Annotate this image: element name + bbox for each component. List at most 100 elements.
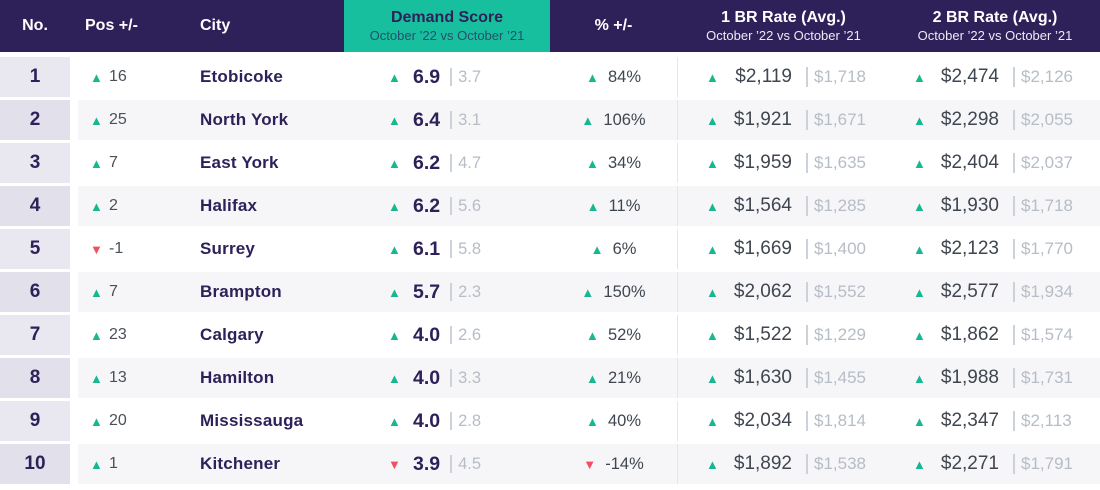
demand-score-current: 4.0 bbox=[413, 409, 441, 432]
column-header-demand-score-subtitle: October ’22 vs October ’21 bbox=[369, 28, 525, 44]
table-row: 10 ▲ 1 Kitchener ▼ 3.9 4.5 ▼ -14% ▲ $1,8… bbox=[0, 444, 1100, 484]
trend-arrow-icon: ▲ bbox=[388, 155, 401, 171]
one-br-rate-previous: $1,285 bbox=[806, 196, 866, 216]
trend-arrow-icon: ▲ bbox=[913, 69, 926, 85]
column-header-position-change-label: Pos +/- bbox=[85, 16, 138, 34]
two-br-rate-cell: ▲ $2,577 $1,934 bbox=[890, 272, 1100, 312]
demand-score-previous: 4.5 bbox=[450, 454, 481, 474]
two-br-rate-cell: ▲ $2,123 $1,770 bbox=[890, 229, 1100, 269]
two-br-rate-previous: $1,770 bbox=[1013, 239, 1073, 259]
two-br-rate-previous: $2,037 bbox=[1013, 153, 1073, 173]
column-gap bbox=[70, 57, 78, 97]
column-gap bbox=[70, 143, 78, 183]
table-row: 7 ▲ 23 Calgary ▲ 4.0 2.6 ▲ 52% ▲ $1,522 … bbox=[0, 315, 1100, 355]
one-br-rate-previous: $1,635 bbox=[806, 153, 866, 173]
demand-score-previous: 3.1 bbox=[450, 110, 481, 130]
trend-arrow-icon: ▲ bbox=[706, 284, 719, 300]
position-change-value: 13 bbox=[109, 369, 127, 386]
column-gap bbox=[70, 186, 78, 226]
column-header-2br-rate-title: 2 BR Rate (Avg.) bbox=[932, 8, 1058, 26]
trend-arrow-icon: ▲ bbox=[706, 155, 719, 171]
demand-score-previous: 3.7 bbox=[450, 67, 481, 87]
one-br-rate-previous: $1,814 bbox=[806, 411, 866, 431]
percent-change-value: -14% bbox=[605, 454, 644, 473]
table-row: 8 ▲ 13 Hamilton ▲ 4.0 3.3 ▲ 21% ▲ $1,630… bbox=[0, 358, 1100, 398]
position-change-value: 7 bbox=[109, 283, 118, 300]
column-gap bbox=[70, 444, 78, 484]
trend-arrow-icon: ▲ bbox=[90, 284, 103, 300]
two-br-rate-current: $2,404 bbox=[940, 152, 999, 173]
trend-arrow-icon: ▲ bbox=[388, 284, 401, 300]
city-cell: Halifax bbox=[190, 186, 344, 226]
two-br-rate-cell: ▲ $2,474 $2,126 bbox=[890, 57, 1100, 97]
percent-change-cell: ▼ -14% bbox=[550, 444, 677, 484]
trend-arrow-icon: ▲ bbox=[585, 327, 599, 343]
one-br-rate-current: $1,892 bbox=[733, 453, 792, 474]
demand-score-current: 3.9 bbox=[413, 452, 441, 475]
demand-score-previous: 2.3 bbox=[450, 282, 481, 302]
trend-arrow-icon: ▲ bbox=[913, 241, 926, 257]
one-br-rate-previous: $1,718 bbox=[806, 67, 866, 87]
demand-score-cell: ▲ 6.2 4.7 bbox=[344, 143, 550, 183]
rank-cell: 4 bbox=[0, 186, 70, 226]
trend-arrow-icon: ▲ bbox=[90, 370, 103, 386]
column-header-percent-change-label: % +/- bbox=[594, 16, 633, 34]
trend-arrow-icon: ▲ bbox=[590, 241, 604, 257]
percent-change-value: 40% bbox=[607, 411, 642, 430]
one-br-rate-cell: ▲ $2,034 $1,814 bbox=[677, 401, 890, 441]
position-change-cell: ▲ 2 bbox=[78, 186, 190, 226]
demand-score-current: 6.1 bbox=[413, 237, 441, 260]
demand-score-current: 5.7 bbox=[413, 280, 441, 303]
trend-arrow-icon: ▲ bbox=[90, 155, 103, 171]
position-change-value: 20 bbox=[109, 412, 127, 429]
demand-score-previous: 5.6 bbox=[450, 196, 481, 216]
position-change-value: 1 bbox=[109, 455, 118, 472]
one-br-rate-previous: $1,400 bbox=[806, 239, 866, 259]
trend-arrow-icon: ▲ bbox=[706, 456, 719, 472]
table-row: 1 ▲ 16 Etobicoke ▲ 6.9 3.7 ▲ 84% ▲ $2,11… bbox=[0, 57, 1100, 97]
two-br-rate-current: $1,988 bbox=[940, 367, 999, 388]
one-br-rate-current: $1,630 bbox=[733, 367, 792, 388]
column-header-demand-score-title: Demand Score bbox=[390, 8, 504, 26]
column-header-percent-change: % +/- bbox=[550, 0, 677, 52]
demand-score-previous: 4.7 bbox=[450, 153, 481, 173]
one-br-rate-cell: ▲ $1,892 $1,538 bbox=[677, 444, 890, 484]
trend-arrow-icon: ▲ bbox=[388, 69, 401, 85]
demand-score-current: 6.2 bbox=[413, 194, 441, 217]
table-row: 4 ▲ 2 Halifax ▲ 6.2 5.6 ▲ 11% ▲ $1,564 $… bbox=[0, 186, 1100, 226]
trend-arrow-icon: ▲ bbox=[388, 241, 401, 257]
demand-score-current: 6.9 bbox=[413, 65, 441, 88]
two-br-rate-previous: $2,055 bbox=[1013, 110, 1073, 130]
trend-arrow-icon: ▲ bbox=[706, 112, 719, 128]
city-cell: North York bbox=[190, 100, 344, 140]
demand-score-cell: ▲ 6.1 5.8 bbox=[344, 229, 550, 269]
demand-score-current: 6.2 bbox=[413, 151, 441, 174]
percent-change-value: 21% bbox=[607, 368, 642, 387]
city-cell: East York bbox=[190, 143, 344, 183]
demand-score-cell: ▲ 6.4 3.1 bbox=[344, 100, 550, 140]
percent-change-cell: ▲ 6% bbox=[550, 229, 677, 269]
city-cell: Brampton bbox=[190, 272, 344, 312]
trend-arrow-icon: ▲ bbox=[388, 413, 401, 429]
table-row: 2 ▲ 25 North York ▲ 6.4 3.1 ▲ 106% ▲ $1,… bbox=[0, 100, 1100, 140]
column-header-1br-rate: 1 BR Rate (Avg.) October ’22 vs October … bbox=[677, 0, 890, 52]
column-header-2br-rate: 2 BR Rate (Avg.) October ’22 vs October … bbox=[890, 0, 1100, 52]
rank-cell: 6 bbox=[0, 272, 70, 312]
two-br-rate-current: $2,298 bbox=[940, 109, 999, 130]
two-br-rate-cell: ▲ $2,347 $2,113 bbox=[890, 401, 1100, 441]
one-br-rate-current: $2,062 bbox=[733, 281, 792, 302]
percent-change-cell: ▲ 52% bbox=[550, 315, 677, 355]
two-br-rate-previous: $1,791 bbox=[1013, 454, 1073, 474]
one-br-rate-previous: $1,538 bbox=[806, 454, 866, 474]
trend-arrow-icon: ▼ bbox=[388, 456, 401, 472]
trend-arrow-icon: ▲ bbox=[913, 370, 926, 386]
one-br-rate-cell: ▲ $1,630 $1,455 bbox=[677, 358, 890, 398]
trend-arrow-icon: ▲ bbox=[913, 327, 926, 343]
demand-score-previous: 2.8 bbox=[450, 411, 481, 431]
position-change-value: 25 bbox=[109, 111, 127, 128]
position-change-value: 7 bbox=[109, 154, 118, 171]
trend-arrow-icon: ▲ bbox=[585, 155, 599, 171]
two-br-rate-previous: $1,718 bbox=[1013, 196, 1073, 216]
column-header-position-change: Pos +/- bbox=[78, 0, 190, 52]
